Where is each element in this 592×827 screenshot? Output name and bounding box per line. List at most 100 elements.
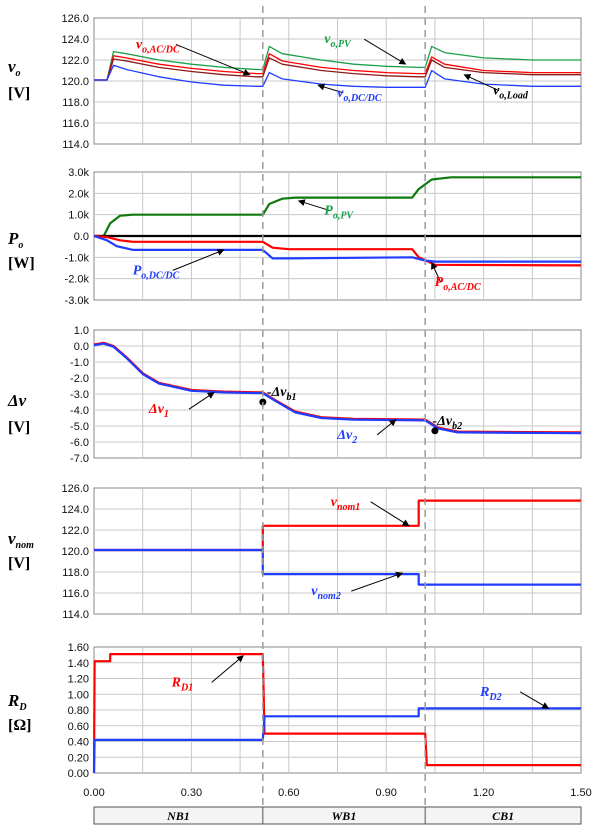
annotation-arrow <box>317 83 344 94</box>
y-tick-label: 1.0k <box>68 210 89 222</box>
annotation-arrow <box>351 571 404 592</box>
y-tick-label: 1.00 <box>68 689 89 701</box>
series-annotation: vo,Load <box>493 84 529 102</box>
panel-3: 1.0 0.0 -1.0 -2.0 -3.0 -4.0 -5.0 -6.0 -7.0 <box>70 325 582 465</box>
y-tick-label: 124.0 <box>61 504 89 516</box>
annotation-arrow <box>519 691 550 709</box>
y-axis-label: Po <box>7 229 23 251</box>
series-annotation: vo,PV <box>324 32 352 50</box>
x-tick-label: 0.00 <box>83 787 104 799</box>
series-annotation: Po,PV <box>324 204 354 222</box>
annotation-arrow <box>431 262 442 283</box>
segment-label: CB1 <box>492 809 514 823</box>
panel-2: 3.0k 2.0k 1.0k 0.0 -1.0k -2.0k -3.0k <box>65 167 582 307</box>
y-tick-label: 118.0 <box>62 97 89 109</box>
y-tick-label: 122.0 <box>61 55 89 67</box>
series-line <box>93 234 581 263</box>
y-tick-label: 120.0 <box>61 76 89 88</box>
y-tick-label: -5.0 <box>70 421 89 433</box>
y-axis-label: Δv <box>7 391 27 410</box>
y-tick-label: -7.0 <box>70 453 89 465</box>
y-axis-label: vnom <box>8 529 34 551</box>
annotation-arrow <box>172 248 225 271</box>
annotation-arrow <box>463 74 500 92</box>
y-tick-label: -2.0k <box>65 274 90 286</box>
y-tick-label: 0.00 <box>68 768 89 780</box>
y-tick-label: 126.0 <box>61 483 89 495</box>
annotation-arrow <box>175 43 251 76</box>
marker-label: -Δvb2 <box>432 414 462 432</box>
y-tick-label: 0.0 <box>74 341 89 353</box>
y-tick-label: -1.0k <box>65 252 90 264</box>
y-axis-label: RD <box>7 691 27 713</box>
y-tick-label: 116.0 <box>62 588 89 600</box>
y-axis-label: vo <box>8 57 21 79</box>
y-axis-unit: [Ω] <box>8 717 31 734</box>
annotation-arrow <box>211 655 244 683</box>
panel-4: 126.0 124.0 122.0 120.0 118.0 116.0 114.0 <box>61 483 582 621</box>
y-tick-label: 116.0 <box>62 118 89 130</box>
y-axis-unit: [V] <box>8 555 30 572</box>
x-tick-label: 0.60 <box>278 787 299 799</box>
series-annotation: vnom2 <box>311 584 341 602</box>
series-annotation: vnom1 <box>331 495 361 513</box>
y-tick-label: 0.80 <box>68 705 89 717</box>
x-tick-label: 1.20 <box>473 787 494 799</box>
y-tick-label: -4.0 <box>70 405 89 417</box>
series-line <box>94 548 581 586</box>
annotation-arrow <box>376 419 397 436</box>
y-tick-label: 0.40 <box>68 737 89 749</box>
x-tick-label: 1.50 <box>570 787 591 799</box>
series-annotation: Δv1 <box>148 402 169 420</box>
y-tick-label: -2.0 <box>70 373 89 385</box>
panel-5: 1.60 1.40 1.20 1.00 0.80 0.60 0.40 0.20 0.00 <box>68 642 582 780</box>
y-tick-label: 0.20 <box>68 752 89 764</box>
annotation-arrow <box>297 199 331 212</box>
y-tick-label: 124.0 <box>61 34 89 46</box>
series-line <box>92 707 581 774</box>
y-tick-label: 120.0 <box>61 546 89 558</box>
panel-1: 126.0 124.0 122.0 120.0 118.0 116.0 114.0 <box>61 13 582 151</box>
y-axis-unit: [W] <box>8 255 35 272</box>
y-tick-label: 1.0 <box>74 325 89 337</box>
series-annotation: Δv2 <box>336 428 357 446</box>
series-line <box>94 64 581 88</box>
series-annotation: Po,AC/DC <box>435 275 481 293</box>
y-tick-label: -3.0k <box>65 295 90 307</box>
y-tick-label: -1.0 <box>70 357 89 369</box>
y-axis-unit: [V] <box>8 85 30 102</box>
y-tick-label: 2.0k <box>68 188 89 200</box>
marker-dot <box>431 427 439 435</box>
marker-label: -Δvb1 <box>267 385 297 403</box>
series-line <box>94 57 581 81</box>
y-tick-label: -3.0 <box>70 389 89 401</box>
y-tick-label: 0.60 <box>68 721 89 733</box>
series-annotation: RD1 <box>171 675 194 693</box>
y-tick-label: 126.0 <box>61 13 89 25</box>
series-annotation: vo,AC/DC <box>136 37 180 55</box>
segment-bar <box>93 806 582 825</box>
y-tick-label: 122.0 <box>61 525 89 537</box>
series-annotation: vo,DC/DC <box>337 86 382 104</box>
x-tick-label: 0.90 <box>375 787 396 799</box>
y-tick-label: 1.20 <box>68 674 89 686</box>
y-tick-label: 118.0 <box>62 567 89 579</box>
y-tick-label: 114.0 <box>62 609 89 621</box>
annotation-arrow <box>370 501 410 527</box>
y-axis-unit: [V] <box>8 419 30 436</box>
y-tick-label: 1.60 <box>68 642 89 654</box>
y-tick-label: -6.0 <box>70 437 89 449</box>
x-tick-label: 0.30 <box>181 787 202 799</box>
segment-label: NB1 <box>166 809 190 823</box>
series-line <box>94 45 581 81</box>
y-tick-label: 114.0 <box>62 139 89 151</box>
series-line <box>94 53 581 81</box>
series-line <box>94 176 581 238</box>
y-tick-label: 1.40 <box>68 658 89 670</box>
series-annotation: RD2 <box>479 685 502 703</box>
annotation-arrow <box>363 38 407 65</box>
y-tick-label: 0.0 <box>74 231 89 243</box>
series-annotation: Po,DC/DC <box>133 263 180 281</box>
segment-label: WB1 <box>332 809 357 823</box>
